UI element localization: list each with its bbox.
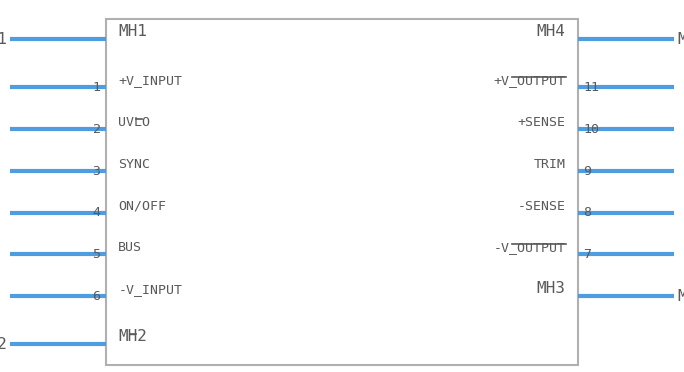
Text: TRIM: TRIM xyxy=(534,158,566,171)
Text: 8: 8 xyxy=(583,206,592,219)
Text: 3: 3 xyxy=(92,165,101,177)
Text: MH2: MH2 xyxy=(118,329,147,344)
Text: BUS: BUS xyxy=(118,241,142,254)
Text: 6: 6 xyxy=(92,290,101,302)
Text: +V_INPUT: +V_INPUT xyxy=(118,74,183,87)
Text: MH1: MH1 xyxy=(118,24,147,39)
Text: -SENSE: -SENSE xyxy=(518,200,566,213)
Text: +V_OUTPUT: +V_OUTPUT xyxy=(494,74,566,87)
Text: +SENSE: +SENSE xyxy=(518,116,566,129)
Bar xyxy=(106,19,578,365)
Text: 5: 5 xyxy=(92,248,101,261)
Text: 9: 9 xyxy=(583,165,592,177)
Text: -V_OUTPUT: -V_OUTPUT xyxy=(494,241,566,254)
Text: MH3: MH3 xyxy=(537,281,566,296)
Text: SYNC: SYNC xyxy=(118,158,150,171)
Text: MH1: MH1 xyxy=(0,32,7,46)
Text: 2: 2 xyxy=(92,123,101,136)
Text: 4: 4 xyxy=(92,206,101,219)
Text: 10: 10 xyxy=(583,123,599,136)
Text: -V_INPUT: -V_INPUT xyxy=(118,283,183,296)
Text: MH4: MH4 xyxy=(677,32,684,46)
Text: 7: 7 xyxy=(583,248,592,261)
Text: MH3: MH3 xyxy=(677,289,684,304)
Text: MH4: MH4 xyxy=(537,24,566,39)
Text: 1: 1 xyxy=(92,81,101,94)
Text: ON/OFF: ON/OFF xyxy=(118,200,166,213)
Text: MH2: MH2 xyxy=(0,337,7,352)
Text: UVLO: UVLO xyxy=(118,116,150,129)
Text: 11: 11 xyxy=(583,81,599,94)
